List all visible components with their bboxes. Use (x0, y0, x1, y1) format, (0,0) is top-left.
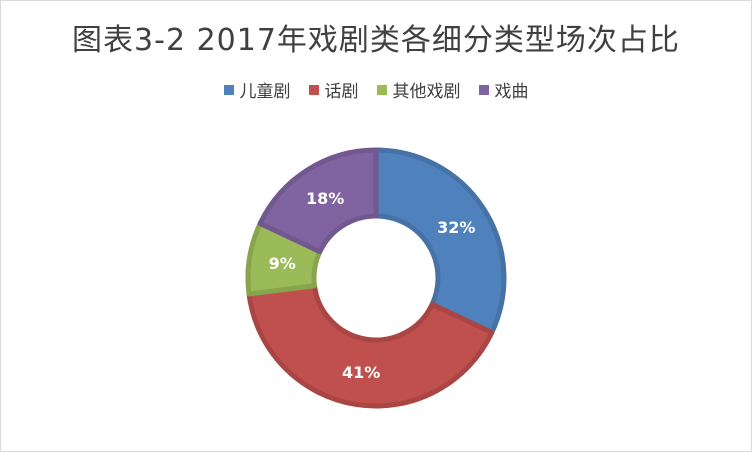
legend-swatch (478, 84, 489, 95)
legend-item-other-theater: 其他戏剧 (376, 77, 461, 102)
slice-data-label: 41% (342, 363, 380, 382)
legend-item-children-drama: 儿童剧 (223, 77, 291, 102)
slice-data-label: 9% (269, 254, 296, 273)
legend-label: 儿童剧 (239, 82, 291, 102)
slice-data-label: 18% (306, 189, 344, 208)
donut-slice (373, 147, 507, 335)
legend-label: 话剧 (324, 82, 359, 102)
legend-swatch (376, 84, 387, 95)
legend-label: 其他戏剧 (392, 82, 461, 102)
slice-data-label: 32% (437, 218, 475, 237)
legend-item-opera: 戏曲 (478, 77, 529, 102)
legend: 儿童剧 话剧 其他戏剧 戏曲 (1, 77, 751, 102)
legend-swatch (223, 84, 234, 95)
legend-label: 戏曲 (494, 82, 529, 102)
legend-item-drama: 话剧 (308, 77, 359, 102)
legend-swatch (308, 84, 319, 95)
chart-title: 图表3-2 2017年戏剧类各细分类型场次占比 (72, 23, 680, 58)
donut-slice (246, 283, 495, 409)
donut-slice (257, 147, 379, 255)
